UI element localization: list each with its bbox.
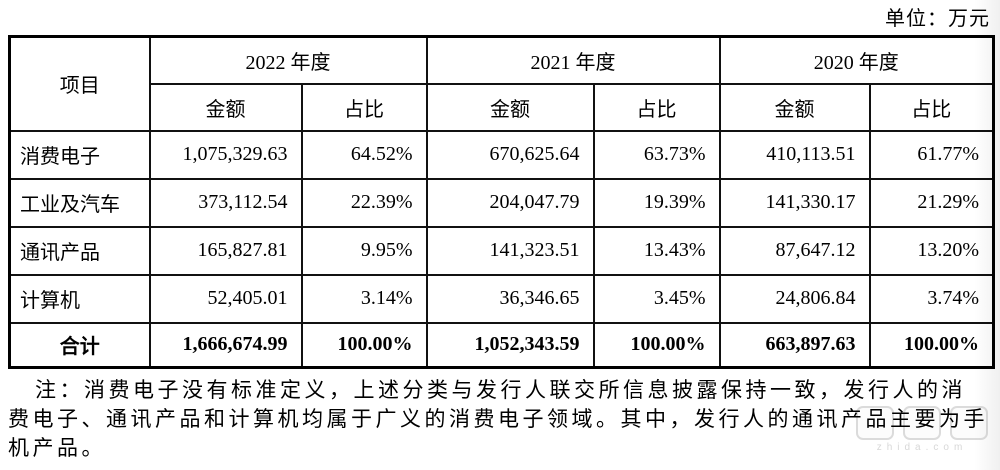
cell-value: 1,666,674.99 <box>148 321 303 369</box>
col-header-year-2020: 2020 年度 <box>718 35 995 85</box>
cell-item: 计算机 <box>8 273 151 324</box>
cell-value: 141,330.17 <box>718 177 871 228</box>
cell-value: 52,405.01 <box>148 273 303 324</box>
cell-value: 100.00% <box>868 321 995 369</box>
cell-total-label: 合计 <box>8 321 151 369</box>
unit-label: 单位：万元 <box>885 8 990 30</box>
cell-item: 工业及汽车 <box>8 177 151 228</box>
cell-value: 9.95% <box>300 225 428 276</box>
footnote-line: 费电子、通讯产品和计算机均属于广义的消费电子领域。其中，发行人的通讯产品主要为手 <box>8 407 988 431</box>
cell-value: 373,112.54 <box>148 177 303 228</box>
cell-value: 61.77% <box>868 129 995 180</box>
col-header-amount-2022: 金额 <box>148 82 303 132</box>
table-row-computers: 计算机 52,405.01 3.14% 36,346.65 3.45% 24,8… <box>8 273 995 324</box>
table-row-industrial-automotive: 工业及汽车 373,112.54 22.39% 204,047.79 19.39… <box>8 177 995 228</box>
table-row-consumer-electronics: 消费电子 1,075,329.63 64.52% 670,625.64 63.7… <box>8 129 995 180</box>
col-header-ratio-2020: 占比 <box>868 82 995 132</box>
cell-value: 63.73% <box>592 129 721 180</box>
col-header-ratio-2022: 占比 <box>300 82 428 132</box>
cell-value: 1,075,329.63 <box>148 129 303 180</box>
cell-value: 36,346.65 <box>425 273 595 324</box>
cell-value: 22.39% <box>300 177 428 228</box>
cell-value: 64.52% <box>300 129 428 180</box>
cell-item: 消费电子 <box>8 129 151 180</box>
footnote-line: 机产品。 <box>8 436 106 460</box>
cell-value: 165,827.81 <box>148 225 303 276</box>
cell-value: 87,647.12 <box>718 225 871 276</box>
cell-value: 663,897.63 <box>718 321 871 369</box>
cell-value: 3.14% <box>300 273 428 324</box>
col-header-year-2021: 2021 年度 <box>425 35 721 85</box>
cell-value: 670,625.64 <box>425 129 595 180</box>
table-row-total: 合计 1,666,674.99 100.00% 1,052,343.59 100… <box>8 321 995 369</box>
col-header-ratio-2021: 占比 <box>592 82 721 132</box>
cell-value: 410,113.51 <box>718 129 871 180</box>
cell-value: 3.74% <box>868 273 995 324</box>
cell-value: 204,047.79 <box>425 177 595 228</box>
revenue-breakdown-table: 项目 2022 年度 2021 年度 2020 年度 金额 占比 金额 占比 金… <box>8 35 995 369</box>
cell-value: 100.00% <box>300 321 428 369</box>
col-header-amount-2020: 金额 <box>718 82 871 132</box>
cell-value: 13.43% <box>592 225 721 276</box>
cell-value: 24,806.84 <box>718 273 871 324</box>
col-header-year-2022: 2022 年度 <box>148 35 428 85</box>
cell-value: 21.29% <box>868 177 995 228</box>
cell-value: 13.20% <box>868 225 995 276</box>
footnote-line: 注：消费电子没有标准定义，上述分类与发行人联交所信息披露保持一致，发行人的消 <box>35 378 966 402</box>
header-row-subcolumns: 金额 占比 金额 占比 金额 占比 <box>10 82 995 132</box>
table-row-communication-products: 通讯产品 165,827.81 9.95% 141,323.51 13.43% … <box>8 225 995 276</box>
cell-value: 1,052,343.59 <box>425 321 595 369</box>
cell-value: 19.39% <box>592 177 721 228</box>
col-header-amount-2021: 金额 <box>425 82 595 132</box>
footnote: 注：消费电子没有标准定义，上述分类与发行人联交所信息披露保持一致，发行人的消 费… <box>8 376 994 463</box>
cell-value: 3.45% <box>592 273 721 324</box>
col-header-item: 项目 <box>8 35 151 132</box>
cell-item: 通讯产品 <box>8 225 151 276</box>
header-row-years: 项目 2022 年度 2021 年度 2020 年度 <box>8 35 995 132</box>
cell-value: 100.00% <box>592 321 721 369</box>
cell-value: 141,323.51 <box>425 225 595 276</box>
